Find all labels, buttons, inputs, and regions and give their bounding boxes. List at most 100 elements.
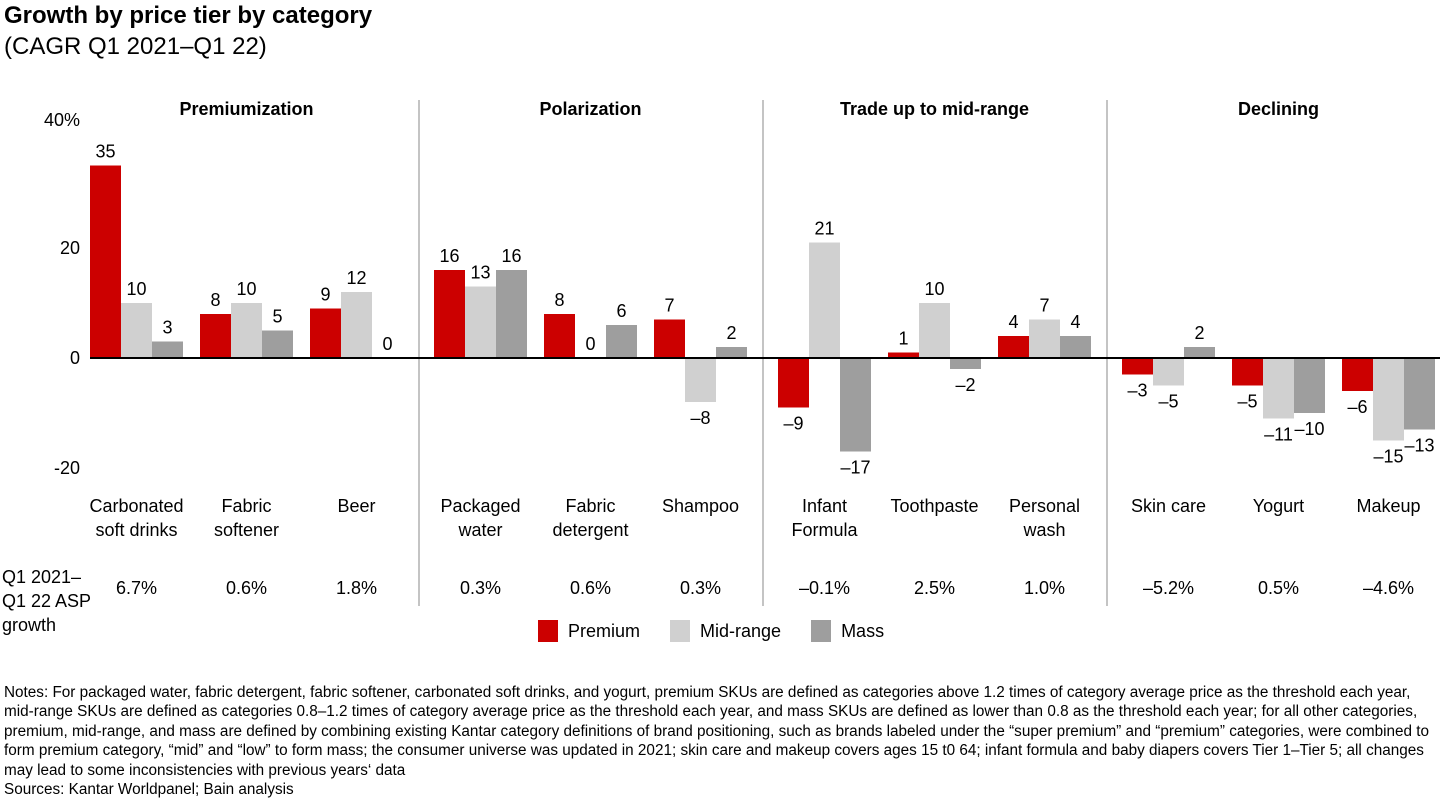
data-label: 0 bbox=[585, 334, 595, 354]
data-label: –5 bbox=[1237, 392, 1257, 412]
asp-growth-value: 2.5% bbox=[914, 578, 955, 598]
data-label: 13 bbox=[470, 263, 490, 283]
data-label: 21 bbox=[814, 219, 834, 239]
category-label: Makeup bbox=[1356, 496, 1420, 516]
category-label: Infant bbox=[802, 496, 847, 516]
legend-label: Mass bbox=[841, 620, 885, 641]
bar-premium bbox=[654, 319, 685, 358]
bar-mid-range bbox=[1373, 358, 1404, 441]
legend-swatch bbox=[811, 620, 832, 642]
asp-growth-value: –5.2% bbox=[1143, 578, 1194, 598]
data-label: 3 bbox=[162, 318, 172, 338]
data-label: –6 bbox=[1347, 397, 1367, 417]
bar-premium bbox=[310, 308, 341, 358]
section-header: Polarization bbox=[539, 99, 641, 119]
section-header: Premiumization bbox=[179, 99, 313, 119]
data-label: 8 bbox=[210, 290, 220, 310]
legend-item-mid-range: Mid-range bbox=[670, 620, 781, 642]
asp-growth-value: 1.0% bbox=[1024, 578, 1065, 598]
legend-label: Premium bbox=[568, 620, 641, 641]
bar-mid-range bbox=[685, 358, 716, 402]
asp-growth-value: –0.1% bbox=[799, 578, 850, 598]
data-label: 16 bbox=[501, 246, 521, 266]
category-label: detergent bbox=[552, 520, 628, 540]
bar-premium bbox=[90, 165, 121, 358]
category-label: Fabric bbox=[221, 496, 271, 516]
data-label: 4 bbox=[1008, 312, 1018, 332]
data-label: 9 bbox=[320, 285, 330, 305]
y-tick-label: 0 bbox=[70, 348, 80, 368]
data-label: –15 bbox=[1373, 447, 1403, 467]
category-label: Carbonated bbox=[89, 496, 183, 516]
bar-premium bbox=[200, 314, 231, 358]
category-label: water bbox=[457, 520, 502, 540]
asp-growth-value: 0.3% bbox=[460, 578, 501, 598]
bar-mass bbox=[716, 347, 747, 358]
bar-mid-range bbox=[1153, 358, 1184, 386]
legend-swatch bbox=[670, 620, 691, 642]
bar-premium bbox=[778, 358, 809, 408]
asp-growth-value: 0.6% bbox=[570, 578, 611, 598]
asp-growth-value: 1.8% bbox=[336, 578, 377, 598]
bar-mid-range bbox=[919, 303, 950, 358]
section-header: Trade up to mid-range bbox=[840, 99, 1029, 119]
asp-growth-value: –4.6% bbox=[1363, 578, 1414, 598]
bar-mass bbox=[1294, 358, 1325, 413]
data-label: 6 bbox=[616, 301, 626, 321]
bar-mass bbox=[1184, 347, 1215, 358]
asp-growth-value: 0.3% bbox=[680, 578, 721, 598]
category-label: Fabric bbox=[565, 496, 615, 516]
asp-growth-row-label: Q1 2021– bbox=[2, 567, 81, 587]
category-label: Formula bbox=[791, 520, 858, 540]
sources-text: Sources: Kantar Worldpanel; Bain analysi… bbox=[4, 781, 294, 799]
bar-mid-range bbox=[1263, 358, 1294, 419]
category-label: soft drinks bbox=[95, 520, 177, 540]
bar-premium bbox=[888, 352, 919, 358]
bar-mass bbox=[606, 325, 637, 358]
category-label: Skin care bbox=[1131, 496, 1206, 516]
asp-growth-value: 6.7% bbox=[116, 578, 157, 598]
legend-item-mass: Mass bbox=[811, 620, 884, 642]
legend-item-premium: Premium bbox=[538, 620, 640, 642]
data-label: –9 bbox=[783, 414, 803, 434]
data-label: 0 bbox=[382, 334, 392, 354]
bar-mass bbox=[152, 341, 183, 358]
notes-text: Notes: For packaged water, fabric deterg… bbox=[4, 684, 1430, 779]
bar-mid-range bbox=[465, 286, 496, 358]
data-label: –8 bbox=[690, 408, 710, 428]
category-label: Shampoo bbox=[662, 496, 739, 516]
legend-label: Mid-range bbox=[700, 620, 782, 641]
y-tick-label: 20 bbox=[60, 238, 80, 258]
bar-mid-range bbox=[231, 303, 262, 358]
data-label: 8 bbox=[554, 290, 564, 310]
y-tick-label: -20 bbox=[54, 458, 80, 478]
data-label: –3 bbox=[1127, 381, 1147, 401]
data-label: –17 bbox=[840, 458, 870, 478]
category-label: Toothpaste bbox=[890, 496, 978, 516]
data-label: 1 bbox=[898, 329, 908, 349]
notes: Notes: For packaged water, fabric deterg… bbox=[4, 683, 1436, 799]
category-label: Packaged bbox=[440, 496, 520, 516]
data-label: 12 bbox=[346, 268, 366, 288]
data-label: –5 bbox=[1158, 392, 1178, 412]
chart-subtitle: (CAGR Q1 2021–Q1 22) bbox=[4, 33, 267, 60]
bar-premium bbox=[1232, 358, 1263, 386]
bar-mass bbox=[262, 330, 293, 358]
bar-mid-range bbox=[1029, 319, 1060, 358]
data-label: 10 bbox=[236, 279, 256, 299]
bar-mass bbox=[1404, 358, 1435, 430]
bar-premium bbox=[544, 314, 575, 358]
bar-mid-range bbox=[809, 242, 840, 358]
section-header: Declining bbox=[1238, 99, 1319, 119]
asp-growth-row-label: growth bbox=[2, 615, 56, 635]
category-label: wash bbox=[1022, 520, 1065, 540]
asp-growth-value: 0.5% bbox=[1258, 578, 1299, 598]
data-label: –11 bbox=[1264, 425, 1293, 445]
bar-mass bbox=[950, 358, 981, 369]
asp-growth-row-label: Q1 22 ASP bbox=[2, 591, 91, 611]
data-label: 7 bbox=[1039, 296, 1049, 316]
bar-premium bbox=[434, 270, 465, 358]
data-label: 16 bbox=[439, 246, 459, 266]
bar-premium bbox=[1342, 358, 1373, 391]
data-label: –2 bbox=[955, 375, 975, 395]
